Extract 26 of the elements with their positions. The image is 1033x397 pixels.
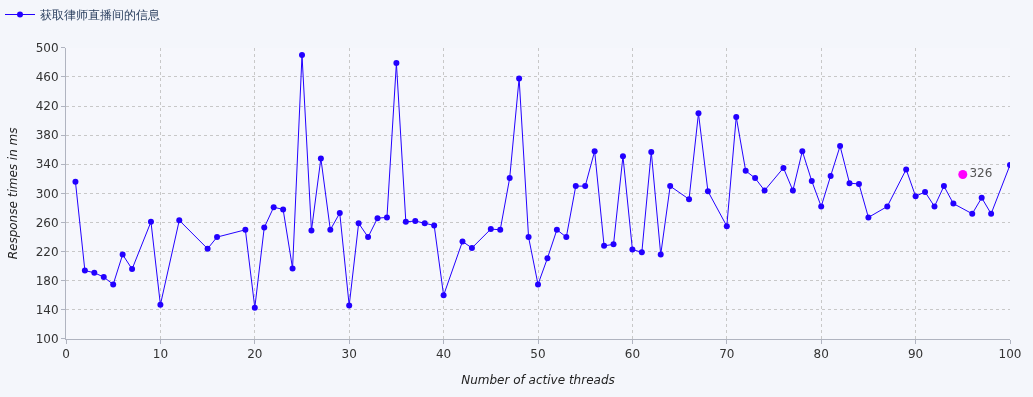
x-tick-label: 0: [62, 347, 70, 362]
y-tick-label: 180: [35, 273, 59, 288]
legend-label: 获取律师直播间的信息: [40, 8, 160, 23]
y-tick-label: 460: [35, 70, 59, 85]
y-axis-title: Response times in ms: [5, 127, 20, 260]
x-tick-label: 40: [435, 347, 452, 362]
x-tick-label: 10: [152, 347, 169, 362]
data-label: 326: [969, 166, 993, 181]
y-tick-label: 340: [35, 157, 59, 172]
y-tick-label: 260: [35, 215, 59, 230]
x-tick-label: 90: [907, 347, 924, 362]
x-tick-label: 80: [813, 347, 829, 362]
x-tick-label: 20: [247, 347, 263, 362]
y-tick-label: 380: [35, 128, 59, 143]
y-tick-label: 500: [35, 41, 59, 55]
x-tick-label: 60: [624, 347, 641, 362]
y-tick-label: 220: [35, 244, 59, 259]
x-axis-title: Number of active threads: [461, 373, 615, 388]
x-tick-label: 50: [530, 347, 546, 362]
y-tick-label: 100: [35, 332, 59, 347]
x-tick-label: 70: [719, 347, 735, 362]
x-tick-label: 100: [998, 347, 1022, 362]
y-tick-label: 420: [35, 99, 59, 114]
y-tick-label: 300: [35, 186, 59, 201]
x-tick-label: 30: [341, 347, 357, 362]
y-tick-label: 140: [35, 303, 59, 318]
